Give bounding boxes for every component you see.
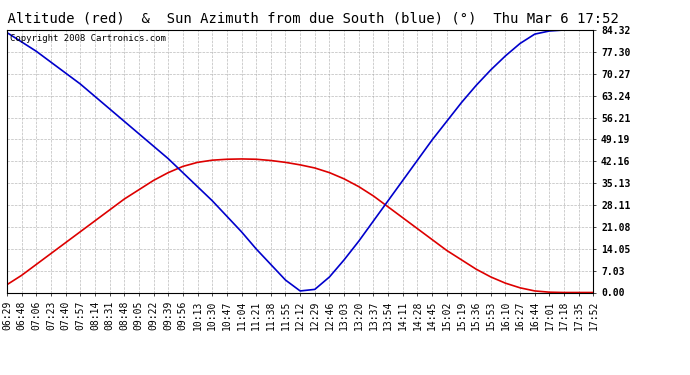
Text: Copyright 2008 Cartronics.com: Copyright 2008 Cartronics.com <box>10 34 166 43</box>
Text: Sun Altitude (red)  &  Sun Azimuth from due South (blue) (°)  Thu Mar 6 17:52: Sun Altitude (red) & Sun Azimuth from du… <box>0 11 619 25</box>
